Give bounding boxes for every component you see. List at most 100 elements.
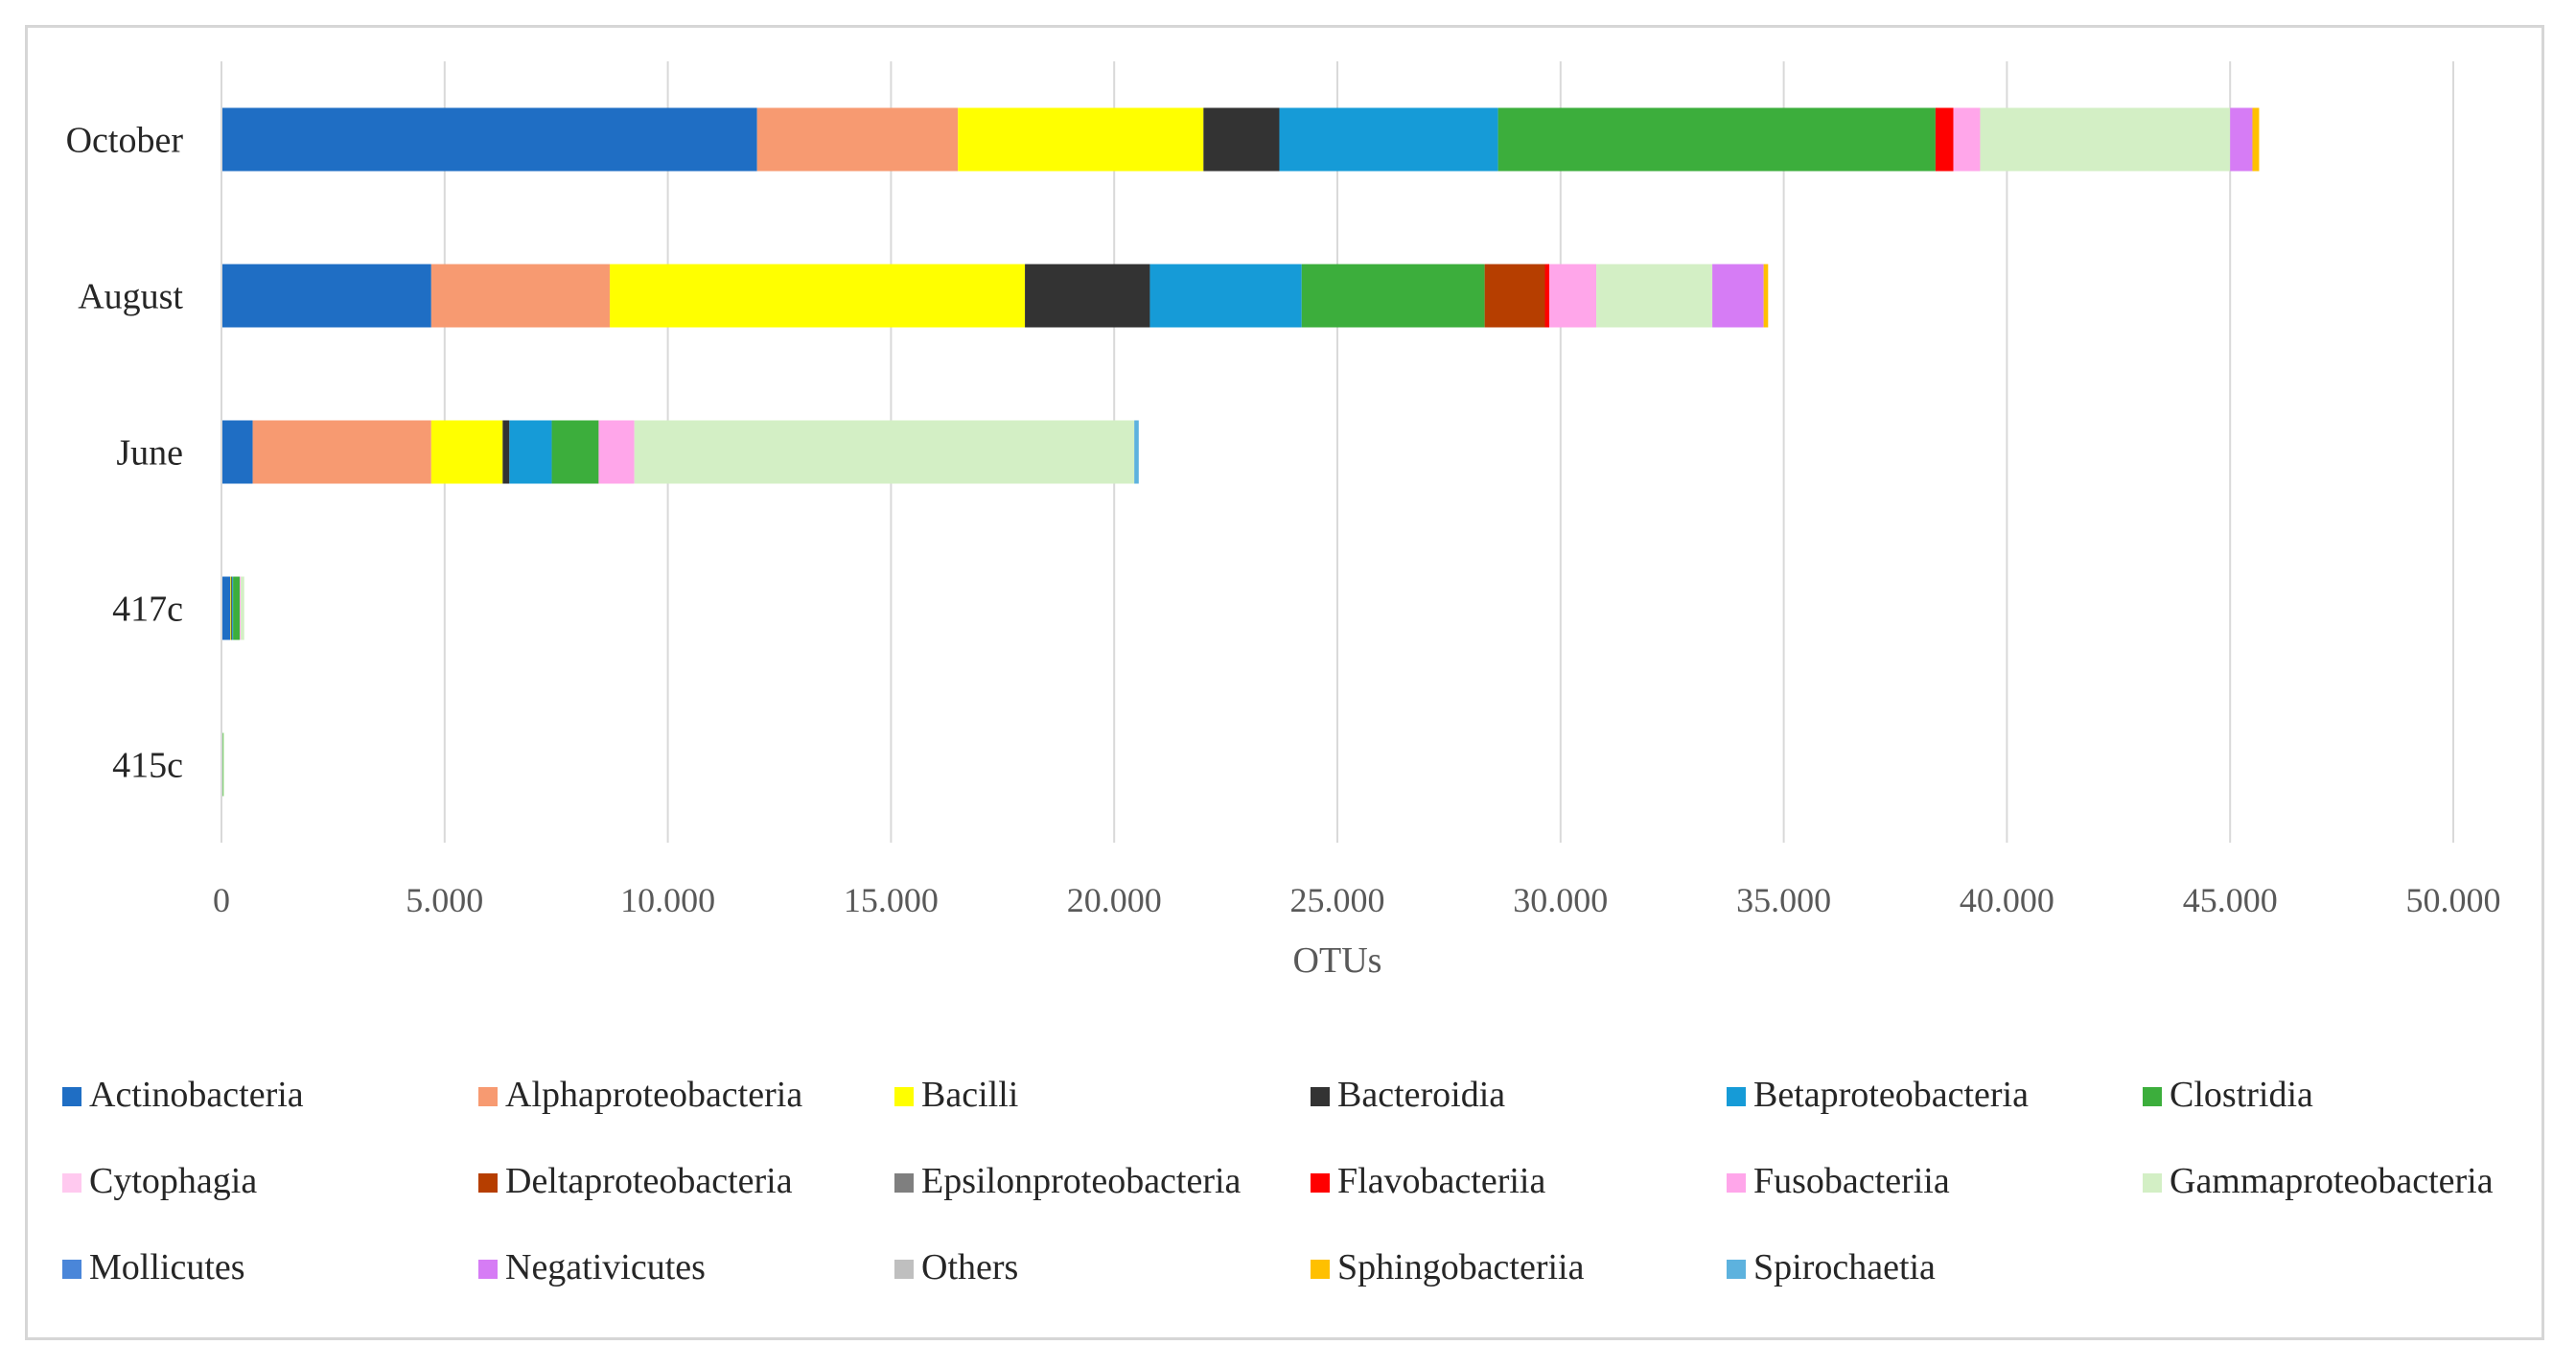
bar-415c-clostridia: Clostridia: 20: [221, 732, 223, 797]
legend-label: Spirochaetia: [1753, 1247, 1936, 1287]
legend-item-mollicutes: Mollicutes: [62, 1247, 245, 1287]
legend-swatch: [1311, 1087, 1330, 1106]
bar-august-deltaproteobacteria: Deltaproteobacteria: 1350: [1484, 264, 1545, 328]
legend-swatch: [478, 1260, 498, 1279]
gridlines: [443, 61, 2454, 843]
legend-swatch: [478, 1087, 498, 1106]
bar-october-betaproteobacteria: Betaproteobacteria: 4900: [1279, 107, 1498, 172]
legend-label: Betaproteobacteria: [1753, 1075, 2029, 1115]
legend-swatch: [894, 1260, 914, 1279]
legend-label: Mollicutes: [89, 1247, 245, 1287]
category-labels: October August June 417c 415c: [66, 121, 184, 786]
chart-frame: Actinobacteria: 12000Alphaproteobacteria…: [25, 25, 2544, 1340]
bar-june-spirochaetia: Spirochaetia: 100: [1134, 420, 1139, 484]
legend-item-alphaproteobacteria: Alphaproteobacteria: [478, 1075, 802, 1115]
legend-label: Others: [921, 1247, 1018, 1287]
legend-swatch: [62, 1087, 81, 1106]
x-tick-label: 5.000: [406, 881, 483, 919]
legend-item-sphingobacteriia: Sphingobacteriia: [1311, 1247, 1585, 1287]
bar-october-fusobacteriia: Fusobacteriia: 600: [1953, 107, 1981, 172]
bar-october-clostridia: Clostridia: 9800: [1497, 107, 1936, 172]
x-tick-label: 45.000: [2183, 881, 2278, 919]
bar-august-bacteroidia: Bacteroidia: 2800: [1025, 264, 1150, 328]
bar-august-fusobacteriia: Fusobacteriia: 1050: [1549, 264, 1597, 328]
bar-june-bacteroidia: Bacteroidia: 150: [502, 420, 510, 484]
bar-august-flavobacteriia: Flavobacteriia: 100: [1544, 264, 1550, 328]
bar-october-gammaproteobacteria: Gammaproteobacteria: 5600: [1980, 107, 2231, 172]
legend-item-others: Others: [894, 1247, 1018, 1287]
legend-item-gammaproteobacteria: Gammaproteobacteria: [2143, 1161, 2494, 1201]
bar-june-alphaproteobacteria: Alphaproteobacteria: 4000: [252, 420, 431, 484]
legend-swatch: [1727, 1260, 1746, 1279]
x-tick-label: 20.000: [1067, 881, 1162, 919]
x-tick-label: 30.000: [1513, 881, 1608, 919]
bar-june-actinobacteria: Actinobacteria: 700: [221, 420, 253, 484]
legend-label: Negativicutes: [505, 1247, 706, 1287]
x-tick-label: 25.000: [1290, 881, 1385, 919]
bar-august-sphingobacteriia: Sphingobacteriia: 100: [1763, 264, 1769, 328]
legend-item-cytophagia: Cytophagia: [62, 1161, 257, 1201]
x-tick-label: 35.000: [1736, 881, 1831, 919]
bar-august-gammaproteobacteria: Gammaproteobacteria: 2600: [1596, 264, 1713, 328]
legend-label: Gammaproteobacteria: [2170, 1161, 2494, 1201]
legend-label: Cytophagia: [89, 1161, 257, 1201]
category-label-june: June: [116, 433, 183, 474]
category-label-october: October: [66, 121, 184, 161]
legend-item-clostridia: Clostridia: [2143, 1075, 2313, 1115]
x-tick-label: 10.000: [620, 881, 715, 919]
legend-swatch: [1311, 1260, 1330, 1279]
bar-417c-bacteroidia: Bacteroidia: 20: [231, 576, 233, 640]
legend: Actinobacteria Alphaproteobacteria Bacilli…: [62, 1075, 2494, 1287]
bar-august-clostridia: Clostridia: 4100: [1301, 264, 1485, 328]
legend-label: Clostridia: [2170, 1075, 2313, 1115]
legend-item-epsilonproteobacteria: Epsilonproteobacteria: [894, 1161, 1242, 1201]
bar-august-betaproteobacteria: Betaproteobacteria: 3400: [1149, 264, 1302, 328]
bar-june-clostridia: Clostridia: 1050: [551, 420, 599, 484]
legend-item-betaproteobacteria: Betaproteobacteria: [1727, 1075, 2029, 1115]
x-tick-label: 40.000: [1960, 881, 2054, 919]
legend-swatch: [2143, 1173, 2162, 1193]
category-label-415c: 415c: [112, 746, 183, 786]
bar-august-alphaproteobacteria: Alphaproteobacteria: 4000: [430, 264, 611, 328]
legend-swatch: [1311, 1173, 1330, 1193]
legend-label: Fusobacteriia: [1753, 1161, 1950, 1201]
bar-417c-fusobacteriia: Fusobacteriia: 20: [240, 576, 242, 640]
legend-swatch: [1727, 1173, 1746, 1193]
bar-june-betaproteobacteria: Betaproteobacteria: 950: [509, 420, 552, 484]
legend-swatch: [2143, 1087, 2162, 1106]
bar-415c-gammaproteobacteria: Gammaproteobacteria: 30: [222, 732, 225, 797]
bar-june-bacilli: Bacilli: 1600: [430, 420, 503, 484]
bar-october-bacilli: Bacilli: 5500: [958, 107, 1204, 172]
bar-october-flavobacteriia: Flavobacteriia: 400: [1935, 107, 1954, 172]
stacked-bar-chart: Actinobacteria: 12000Alphaproteobacteria…: [62, 61, 2501, 1287]
bar-august-bacilli: Bacilli: 9300: [610, 264, 1026, 328]
bar-october-alphaproteobacteria: Alphaproteobacteria: 4500: [756, 107, 959, 172]
bar-417c-gammaproteobacteria: Gammaproteobacteria: 80: [241, 576, 244, 640]
legend-item-fusobacteriia: Fusobacteriia: [1727, 1161, 1950, 1201]
legend-swatch: [62, 1173, 81, 1193]
bar-august-actinobacteria: Actinobacteria: 4700: [221, 264, 431, 328]
legend-swatch: [894, 1173, 914, 1193]
bar-417c-bacilli: Bacilli: 20: [230, 576, 232, 640]
legend-label: Sphingobacteriia: [1337, 1247, 1585, 1287]
legend-item-spirochaetia: Spirochaetia: [1727, 1247, 1936, 1287]
legend-item-actinobacteria: Actinobacteria: [62, 1075, 304, 1115]
category-label-august: August: [78, 277, 183, 317]
x-tick-label: 50.000: [2406, 881, 2501, 919]
legend-item-negativicutes: Negativicutes: [478, 1247, 706, 1287]
legend-label: Epsilonproteobacteria: [921, 1161, 1242, 1201]
category-label-417c: 417c: [112, 590, 183, 630]
bar-417c-clostridia: Clostridia: 150: [233, 576, 241, 640]
legend-item-bacilli: Bacilli: [894, 1075, 1018, 1115]
legend-label: Bacteroidia: [1337, 1075, 1505, 1115]
x-tick-label: 0: [213, 881, 230, 919]
bar-417c-actinobacteria: Actinobacteria: 200: [221, 576, 231, 640]
legend-swatch: [1727, 1087, 1746, 1106]
legend-item-flavobacteriia: Flavobacteriia: [1311, 1161, 1545, 1201]
bar-october-sphingobacteriia: Sphingobacteriia: 150: [2252, 107, 2260, 172]
legend-label: Alphaproteobacteria: [505, 1075, 802, 1115]
legend-swatch: [478, 1173, 498, 1193]
bars: Actinobacteria: 12000Alphaproteobacteria…: [221, 107, 2260, 797]
bar-october-bacteroidia: Bacteroidia: 1700: [1203, 107, 1280, 172]
bar-june-gammaproteobacteria: Gammaproteobacteria: 11200: [634, 420, 1135, 484]
